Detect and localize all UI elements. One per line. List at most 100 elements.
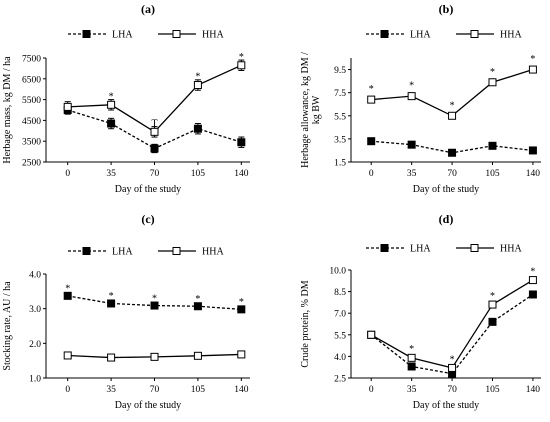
y-tick-label: 7500 — [22, 55, 41, 65]
data-point-lha — [237, 138, 246, 147]
legend-label-lha: LHA — [112, 247, 133, 258]
legend-label-hha: HHA — [500, 30, 522, 41]
x-tick-label: 140 — [234, 385, 249, 395]
x-tick-label: 35 — [407, 169, 417, 179]
significance-marker: * — [450, 354, 455, 365]
series-hha — [367, 276, 537, 372]
x-tick-label: 140 — [526, 169, 541, 179]
series-lha — [367, 137, 537, 157]
x-tick-label: 70 — [150, 169, 160, 179]
x-tick-label: 105 — [485, 169, 500, 179]
data-point-hha — [193, 351, 202, 360]
data-point-hha — [237, 61, 246, 70]
data-point-lha — [150, 301, 159, 310]
data-point-hha — [488, 300, 497, 309]
panel-a: (a) LHA HHA 2500 3500 4500 5500 6500 7500 0 35 70 10… — [2, 2, 250, 195]
significance-marker: * — [65, 284, 70, 295]
data-point-lha — [448, 148, 457, 157]
y-tick-label: 4.0 — [334, 353, 346, 363]
panel-label: (d) — [439, 212, 454, 226]
data-point-hha — [367, 95, 376, 104]
significance-marker: * — [195, 294, 200, 305]
legend-label-lha: LHA — [112, 30, 133, 41]
y-tick-label: 3500 — [22, 138, 41, 148]
significance-marker: * — [409, 344, 414, 355]
x-tick-label: 35 — [106, 169, 116, 179]
legend-marker-lha — [380, 30, 389, 38]
legend: LHA HHA — [68, 30, 224, 41]
y-tick-label: 5.5 — [334, 112, 346, 122]
y-axis-title-line: Stocking rate, AU / ha — [2, 281, 13, 371]
data-point-lha — [193, 124, 202, 133]
data-point-lha — [488, 317, 497, 326]
y-tick-label: 9.5 — [334, 66, 346, 76]
significance-marker: * — [195, 72, 200, 83]
y-axis-title: Herbage allowance, kg DM /kg BW — [300, 52, 322, 168]
data-point-hha — [107, 353, 116, 362]
y-axis-title-line: Crude protein, % DM — [300, 280, 311, 367]
y-tick-label: 1.0 — [29, 375, 41, 385]
significance-marker: * — [239, 52, 244, 63]
legend-label-lha: LHA — [410, 244, 431, 255]
series-lha — [63, 105, 246, 154]
legend-marker-lha — [82, 30, 91, 38]
significance-marker: * — [490, 291, 495, 302]
significance-marker: * — [152, 293, 157, 304]
y-axis-title-line: Herbage allowance, kg DM / — [300, 52, 311, 168]
significance-marker: * — [109, 91, 114, 102]
panel-c: (c) LHA HHA 1.0 2.0 3.0 4.0 0 35 70 105 140 Day of t… — [2, 212, 250, 411]
data-point-hha — [193, 81, 202, 90]
x-tick-label: 105 — [485, 385, 500, 395]
x-tick-label: 70 — [447, 385, 457, 395]
significance-marker: * — [490, 67, 495, 78]
significance-marker: * — [239, 297, 244, 308]
data-point-hha — [107, 100, 116, 109]
significance-marker: * — [109, 291, 114, 302]
data-point-lha — [407, 362, 416, 371]
x-tick-label: 35 — [407, 385, 417, 395]
data-point-lha — [193, 302, 202, 311]
data-point-lha — [528, 290, 537, 299]
x-tick-label: 70 — [150, 385, 160, 395]
y-tick-label: 5500 — [22, 96, 41, 106]
data-point-lha — [237, 305, 246, 314]
significance-marker: * — [369, 84, 374, 95]
data-point-lha — [107, 299, 116, 308]
y-tick-label: 1.5 — [334, 159, 346, 169]
y-tick-label: 7.5 — [334, 89, 346, 99]
y-axis-title: Stocking rate, AU / ha — [2, 281, 13, 371]
y-tick-label: 3.0 — [29, 305, 41, 315]
data-point-hha — [448, 363, 457, 372]
legend-marker-hha — [470, 244, 479, 252]
series-hha — [63, 350, 246, 362]
y-axis-title: Crude protein, % DM — [300, 280, 311, 367]
y-tick-label: 4500 — [22, 117, 41, 127]
data-point-hha — [150, 127, 159, 136]
legend-label-hha: HHA — [202, 30, 224, 41]
legend-label-lha: LHA — [410, 30, 431, 41]
data-point-hha — [528, 65, 537, 74]
panel-d: (d) LHA HHA 2.5 4.0 5.5 7.0 8.5 10.0 0 35 70 105 140 D… — [300, 212, 541, 411]
legend: LHA HHA — [366, 244, 522, 255]
x-tick-label: 0 — [65, 385, 70, 395]
panel-label: (c) — [141, 212, 154, 226]
y-tick-label: 10.0 — [329, 267, 346, 277]
x-axis-title: Day of the study — [115, 400, 181, 411]
legend-label-hha: HHA — [202, 247, 224, 258]
data-point-hha — [407, 353, 416, 362]
legend-marker-lha — [82, 247, 91, 255]
panel-label: (a) — [141, 2, 155, 16]
panel-b: (b) LHA HHA 1.5 3.5 5.5 7.5 9.5 0 35 70 105 140 Day o… — [300, 2, 541, 195]
y-axis-title-line: kg BW — [311, 95, 322, 124]
data-point-hha — [407, 92, 416, 101]
significance-marker: * — [409, 81, 414, 92]
legend-marker-hha — [172, 247, 181, 255]
data-point-lha — [367, 137, 376, 146]
data-point-hha — [237, 350, 246, 359]
x-tick-label: 140 — [234, 169, 249, 179]
x-tick-label: 0 — [369, 169, 374, 179]
legend-marker-lha — [380, 244, 389, 252]
significance-marker: * — [450, 100, 455, 111]
y-tick-label: 4.0 — [29, 271, 41, 281]
x-tick-label: 105 — [191, 169, 206, 179]
